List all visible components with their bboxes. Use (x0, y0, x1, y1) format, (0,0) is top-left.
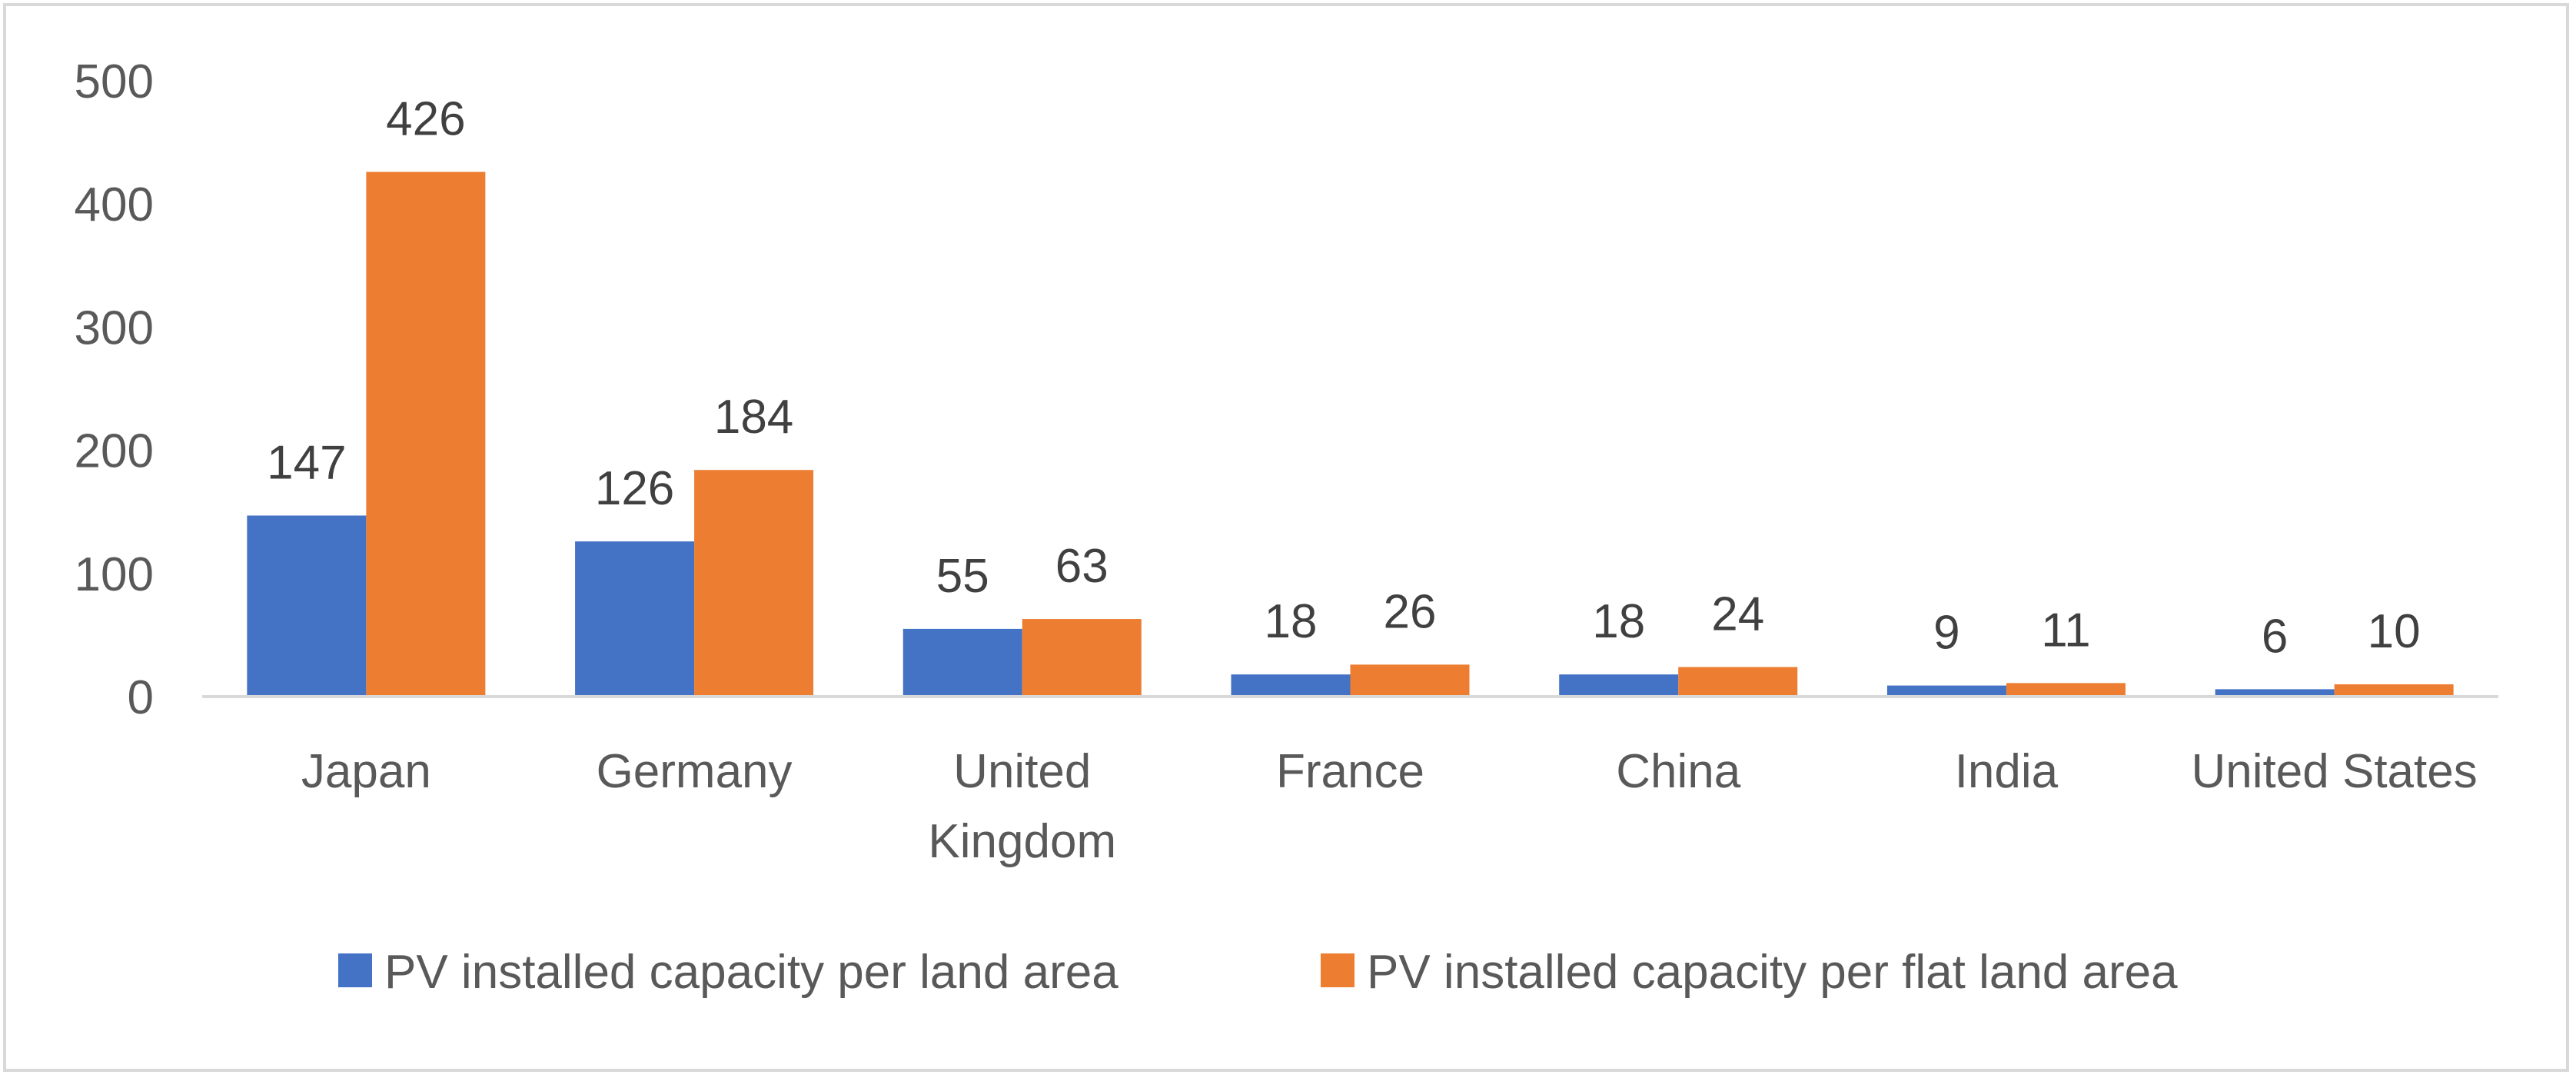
data-label-flat-land-area-3: 26 (1384, 585, 1437, 638)
bar-flat-land-area-6 (2334, 684, 2454, 697)
bar-land-area-6 (2215, 689, 2335, 697)
bar-flat-land-area-3 (1350, 664, 1470, 697)
bar-flat-land-area-2 (1022, 619, 1142, 697)
bar-flat-land-area-1 (694, 470, 814, 697)
legend-label-land-area: PV installed capacity per land area (384, 946, 1118, 999)
data-label-flat-land-area-2: 63 (1055, 540, 1109, 593)
data-label-land-area-5: 9 (1933, 607, 1959, 660)
bar-flat-land-area-5 (2006, 683, 2126, 697)
y-tick-label-100: 100 (75, 548, 154, 601)
data-label-flat-land-area-0: 426 (386, 93, 465, 146)
data-label-flat-land-area-1: 184 (714, 391, 793, 444)
bar-land-area-3 (1231, 674, 1351, 697)
bar-land-area-5 (1886, 685, 2006, 697)
x-tick-label-1: Germany (597, 745, 793, 798)
data-label-flat-land-area-6: 10 (2368, 605, 2421, 658)
bar-land-area-1 (575, 541, 695, 697)
data-label-land-area-2: 55 (936, 550, 989, 603)
bar-land-area-2 (902, 628, 1022, 697)
data-label-land-area-6: 6 (2262, 610, 2288, 663)
x-tick-label-2-line-1: Kingdom (928, 815, 1116, 868)
legend-swatch-land-area (338, 953, 372, 987)
x-tick-label-2-line-0: United (953, 745, 1091, 798)
legend-swatch-flat-land-area (1321, 953, 1354, 987)
y-tick-label-0: 0 (128, 671, 154, 724)
data-label-land-area-3: 18 (1265, 595, 1318, 648)
data-label-land-area-1: 126 (595, 462, 674, 515)
y-tick-label-200: 200 (75, 425, 154, 478)
bar-flat-land-area-4 (1678, 667, 1798, 697)
x-tick-label-5: India (1955, 745, 2059, 798)
data-label-flat-land-area-5: 11 (2041, 604, 2090, 657)
bar-land-area-0 (247, 515, 367, 697)
y-tick-label-300: 300 (75, 301, 154, 354)
data-label-land-area-0: 147 (267, 437, 346, 490)
bar-land-area-4 (1559, 674, 1679, 697)
x-tick-label-6: United States (2192, 745, 2478, 798)
bar-flat-land-area-0 (366, 171, 486, 697)
data-label-land-area-4: 18 (1592, 595, 1645, 648)
x-tick-label-0: Japan (301, 745, 431, 798)
data-label-flat-land-area-4: 24 (1711, 588, 1764, 641)
legend-label-flat-land-area: PV installed capacity per flat land area (1367, 946, 2178, 999)
x-tick-label-3: France (1276, 745, 1424, 798)
x-tick-label-4: China (1616, 745, 1741, 798)
y-tick-label-400: 400 (75, 178, 154, 231)
y-tick-label-500: 500 (75, 55, 154, 108)
